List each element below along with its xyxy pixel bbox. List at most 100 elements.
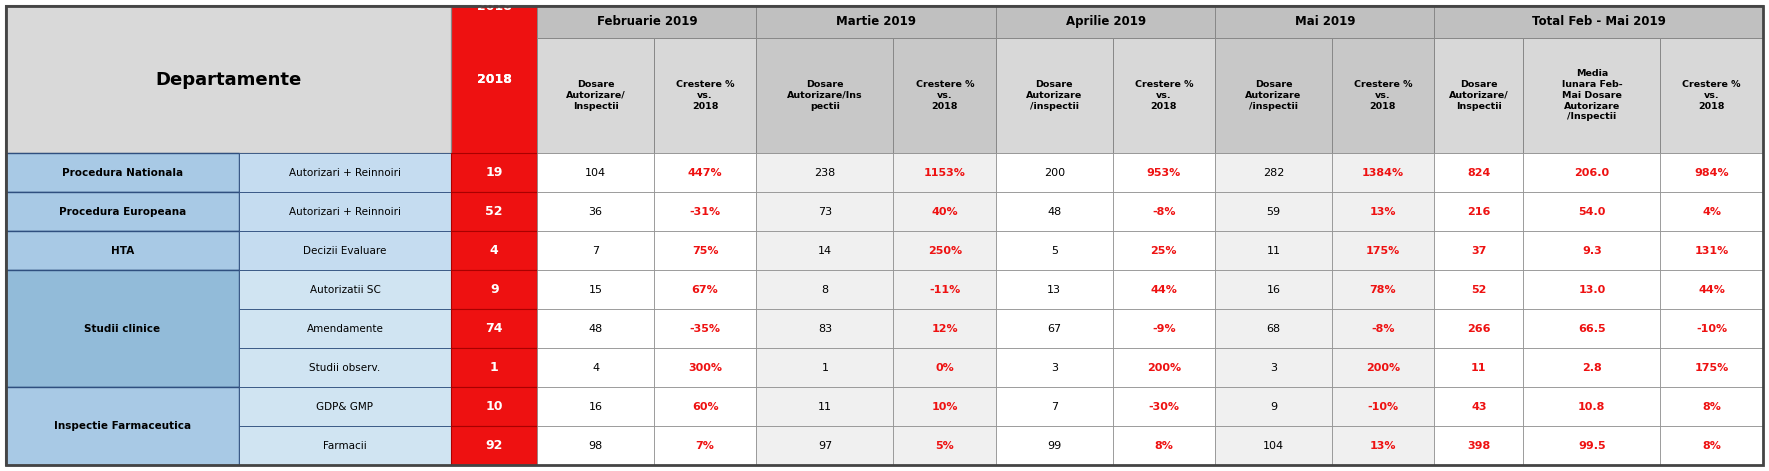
Bar	[757, 231, 893, 270]
Bar	[655, 38, 757, 154]
Text: 99.5: 99.5	[1578, 440, 1606, 451]
Bar	[1113, 387, 1215, 426]
Bar	[655, 154, 757, 192]
Text: 3: 3	[1051, 363, 1058, 373]
Text: Inspectie Farmaceutica: Inspectie Farmaceutica	[53, 421, 191, 431]
Text: 25%: 25%	[1150, 246, 1176, 256]
Text: -35%: -35%	[690, 324, 720, 333]
Bar	[1215, 192, 1332, 231]
Text: 99: 99	[1047, 440, 1061, 451]
Text: 48: 48	[1047, 207, 1061, 217]
Text: 8: 8	[821, 284, 828, 295]
Bar	[996, 270, 1113, 309]
Bar	[1661, 192, 1764, 231]
Text: 8%: 8%	[1155, 440, 1173, 451]
Bar	[239, 154, 451, 192]
Text: 68: 68	[1267, 324, 1281, 333]
Bar	[893, 309, 996, 348]
Text: 250%: 250%	[927, 246, 962, 256]
Text: 11: 11	[1472, 363, 1486, 373]
Bar	[1661, 348, 1764, 387]
Text: 200%: 200%	[1146, 363, 1182, 373]
Bar	[893, 348, 996, 387]
Bar	[451, 270, 538, 309]
Text: 104: 104	[1263, 440, 1284, 451]
Text: 8%: 8%	[1702, 440, 1721, 451]
Text: 104: 104	[586, 168, 607, 178]
Bar	[538, 231, 655, 270]
Bar	[1332, 192, 1435, 231]
Bar	[893, 426, 996, 465]
Text: 11: 11	[1267, 246, 1281, 256]
Text: 11: 11	[817, 402, 831, 412]
Bar	[451, 309, 538, 348]
Bar	[1215, 387, 1332, 426]
Text: 44%: 44%	[1698, 284, 1725, 295]
Text: 60%: 60%	[692, 402, 718, 412]
Bar	[239, 426, 451, 465]
Text: 238: 238	[814, 168, 835, 178]
Text: Crestere %
vs.
2018: Crestere % vs. 2018	[1134, 80, 1192, 111]
Bar	[5, 270, 239, 387]
Bar	[1215, 38, 1332, 154]
Text: Total Feb - Mai 2019: Total Feb - Mai 2019	[1532, 15, 1666, 28]
Text: Dosare
Autorizare/
Inspectii: Dosare Autorizare/ Inspectii	[566, 80, 626, 111]
Text: 2018: 2018	[478, 0, 511, 13]
Bar	[1523, 192, 1661, 231]
Bar	[996, 348, 1113, 387]
Text: 8%: 8%	[1702, 402, 1721, 412]
Text: 10%: 10%	[932, 402, 959, 412]
Text: -10%: -10%	[1367, 402, 1399, 412]
Bar	[893, 154, 996, 192]
Bar	[996, 387, 1113, 426]
Bar	[893, 387, 996, 426]
Bar	[996, 231, 1113, 270]
Bar	[1435, 231, 1523, 270]
Bar	[893, 38, 996, 154]
Bar	[1113, 231, 1215, 270]
Text: Dosare
Autorizare/
Inspectii: Dosare Autorizare/ Inspectii	[1449, 80, 1509, 111]
Bar	[5, 6, 451, 38]
Bar	[451, 387, 538, 426]
Bar	[239, 387, 451, 426]
Bar	[1332, 231, 1435, 270]
Text: 9: 9	[1270, 402, 1277, 412]
Bar	[655, 192, 757, 231]
Bar	[538, 309, 655, 348]
Bar	[1215, 6, 1435, 38]
Bar	[1332, 309, 1435, 348]
Bar	[1661, 309, 1764, 348]
Text: 7%: 7%	[695, 440, 715, 451]
Bar	[451, 154, 538, 192]
Text: 4%: 4%	[1702, 207, 1721, 217]
Text: Autorizari + Reinnoiri: Autorizari + Reinnoiri	[288, 207, 402, 217]
Bar	[1435, 309, 1523, 348]
Text: Decizii Evaluare: Decizii Evaluare	[302, 246, 387, 256]
Text: 4: 4	[490, 244, 499, 257]
Bar	[239, 348, 451, 387]
Bar	[996, 6, 1215, 38]
Bar	[1215, 270, 1332, 309]
Text: Studii clinice: Studii clinice	[85, 324, 161, 333]
Text: Procedura Nationala: Procedura Nationala	[62, 168, 182, 178]
Bar	[757, 387, 893, 426]
Text: 13.0: 13.0	[1578, 284, 1606, 295]
Bar	[451, 231, 538, 270]
Text: Dosare
Autorizare
/inspectii: Dosare Autorizare /inspectii	[1245, 80, 1302, 111]
Text: 75%: 75%	[692, 246, 718, 256]
Text: Crestere %
vs.
2018: Crestere % vs. 2018	[1353, 80, 1412, 111]
Text: 52: 52	[485, 205, 502, 219]
Text: 953%: 953%	[1146, 168, 1182, 178]
Text: 2018: 2018	[478, 73, 511, 86]
Text: 447%: 447%	[688, 168, 722, 178]
Bar	[1332, 38, 1435, 154]
Text: 15: 15	[589, 284, 603, 295]
Text: 131%: 131%	[1695, 246, 1728, 256]
Bar	[893, 270, 996, 309]
Bar	[1661, 270, 1764, 309]
Text: Amendamente: Amendamente	[306, 324, 384, 333]
Text: 66.5: 66.5	[1578, 324, 1606, 333]
Bar	[538, 154, 655, 192]
Bar	[655, 231, 757, 270]
Text: 44%: 44%	[1150, 284, 1178, 295]
